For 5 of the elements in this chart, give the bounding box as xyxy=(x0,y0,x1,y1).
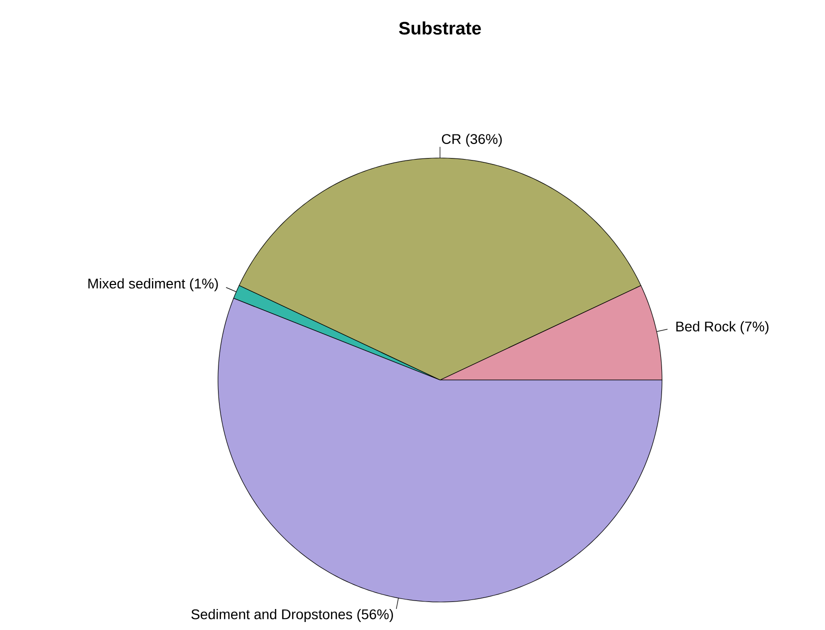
slice-label: Mixed sediment (1%) xyxy=(88,278,218,292)
slice-label: Bed Rock (7%) xyxy=(676,321,768,334)
slice-label: Sediment and Dropstones (56%) xyxy=(191,608,393,622)
slice-label: CR (36%) xyxy=(442,134,502,147)
chart-title: Substrate xyxy=(399,21,481,35)
